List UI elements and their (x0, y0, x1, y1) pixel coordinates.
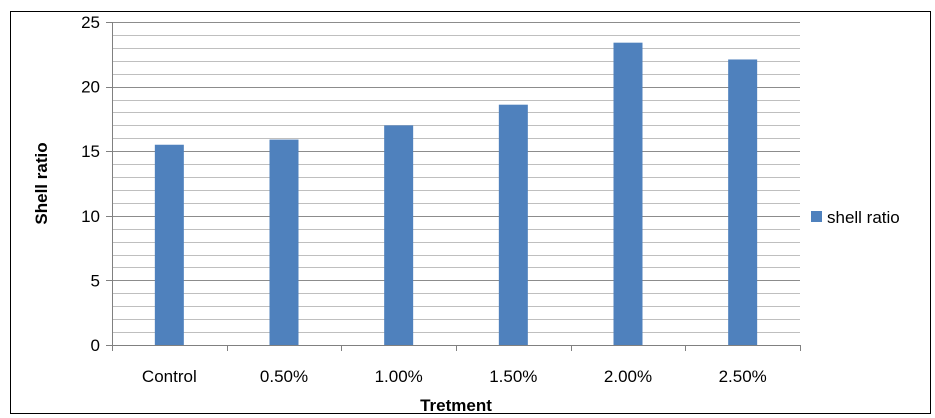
bar-2.50% (728, 59, 758, 346)
y-tick-label: 20 (81, 78, 100, 97)
x-tick-label: 1.00% (375, 367, 423, 386)
x-axis-title: Tretment (420, 396, 492, 415)
y-tick-label: 5 (91, 271, 100, 290)
bar-2.00% (613, 42, 643, 346)
axes (106, 22, 801, 351)
y-axis-title: Shell ratio (32, 142, 51, 224)
y-tick-label: 0 (91, 336, 100, 355)
legend-label-shell-ratio: shell ratio (827, 208, 900, 227)
y-tick-label: 15 (81, 142, 100, 161)
x-tick-label: 2.00% (604, 367, 652, 386)
x-tick-label: 0.50% (260, 367, 308, 386)
y-tick-label: 25 (81, 13, 100, 32)
x-tick-label: 2.50% (719, 367, 767, 386)
y-tick-label: 10 (81, 207, 100, 226)
y-tick-labels: 0 5 10 15 20 25 (81, 13, 100, 355)
bar-1.00% (384, 125, 414, 345)
bar-0.50% (269, 139, 299, 345)
bars (154, 42, 758, 346)
x-tick-label: Control (142, 367, 197, 386)
bar-Control (154, 144, 184, 345)
bar-1.50% (498, 104, 528, 345)
legend: shell ratio (811, 208, 900, 227)
x-tick-label: 1.50% (489, 367, 537, 386)
x-tick-labels: Control 0.50% 1.00% 1.50% 2.00% 2.50% (142, 367, 767, 386)
gridlines (112, 22, 800, 346)
legend-swatch-shell-ratio (811, 211, 822, 222)
